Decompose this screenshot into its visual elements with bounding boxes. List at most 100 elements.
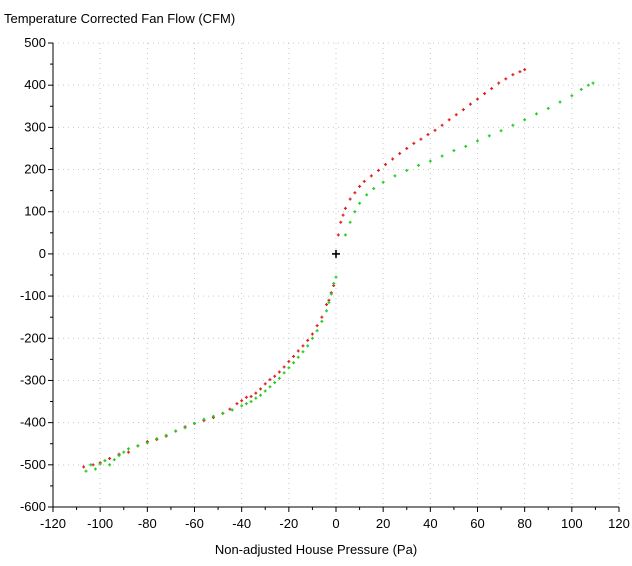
grid-layer [53,42,620,507]
data-point [155,437,159,441]
data-point [89,463,93,467]
data-point [277,370,281,374]
data-point [348,220,352,224]
data-point [263,389,267,393]
data-point [193,421,196,425]
data-point [112,458,116,462]
data-point [259,393,263,397]
data-point [136,444,140,448]
data-point [433,128,437,132]
chart-title: Temperature Corrected Fan Flow (CFM) [4,11,236,26]
data-point [263,382,267,386]
data-point [339,220,343,224]
data-point [327,300,331,304]
x-tick-label: 60 [470,516,484,531]
x-axis-label: Non-adjusted House Pressure (Pa) [214,542,418,557]
y-tick-label: -100 [20,288,46,303]
x-tick-label: -20 [279,516,298,531]
data-point [235,402,239,406]
data-point [353,191,357,195]
data-point [122,450,126,454]
data-point [497,81,501,85]
x-tick-label: -120 [40,516,66,531]
data-point [240,404,244,408]
data-point [452,149,456,153]
data-point [282,371,286,375]
data-point [126,447,130,451]
data-point [82,465,86,469]
data-point [490,87,494,91]
y-tick-label: -500 [20,457,46,472]
axis-layer: -600-500-400-300-200-1000100200300400500… [20,35,630,531]
data-point [440,154,444,158]
data-point [381,180,385,184]
data-point [211,414,215,418]
data-point [259,387,263,391]
data-point [487,134,491,138]
data-point [249,400,253,404]
data-point [440,123,444,127]
data-point [511,123,515,127]
data-point [365,193,369,197]
data-point [230,408,234,412]
data-point [310,332,314,336]
data-point [183,426,187,430]
data-point [103,459,107,463]
x-tick-label: 0 [332,516,339,531]
data-point [384,162,388,166]
data-point [315,329,319,333]
points-layer [82,68,595,473]
data-point [244,395,248,399]
data-point [329,292,333,296]
data-point [358,201,362,205]
data-point [273,381,277,385]
data-point [240,399,244,403]
x-tick-label: 120 [608,516,630,531]
data-point [277,376,281,380]
data-point [93,467,97,471]
data-point [376,168,380,172]
data-point [244,402,248,406]
data-point [468,102,472,106]
data-point [419,137,423,141]
x-tick-label: -80 [138,516,157,531]
data-point [306,344,310,348]
data-point [369,174,373,178]
data-point [315,324,319,328]
data-point [254,396,258,400]
data-point [273,374,277,378]
data-point [310,336,314,340]
data-point [393,174,397,178]
data-point [254,391,258,395]
y-tick-label: -200 [20,330,46,345]
data-point [343,233,347,237]
data-point [334,275,338,279]
origin-marker [332,249,340,258]
data-point [591,81,595,85]
data-point [523,68,527,72]
data-point [353,210,357,214]
x-tick-label: -60 [185,516,204,531]
data-point [296,349,300,353]
data-point [412,141,416,145]
data-point [249,394,253,398]
y-tick-label: 300 [24,119,46,134]
data-point [391,157,395,161]
data-point [476,97,479,101]
data-point [292,361,296,365]
data-point [398,152,402,156]
x-tick-label: 40 [423,516,437,531]
data-point [98,462,102,466]
data-point [320,319,324,323]
data-point [426,133,430,137]
data-point [358,184,362,188]
y-tick-label: 200 [24,162,46,177]
data-point [447,118,451,122]
data-point [221,411,225,415]
y-tick-label: 0 [39,246,46,261]
data-point [518,70,522,74]
data-point [511,73,515,77]
data-point [499,129,503,133]
y-tick-label: -400 [20,415,46,430]
